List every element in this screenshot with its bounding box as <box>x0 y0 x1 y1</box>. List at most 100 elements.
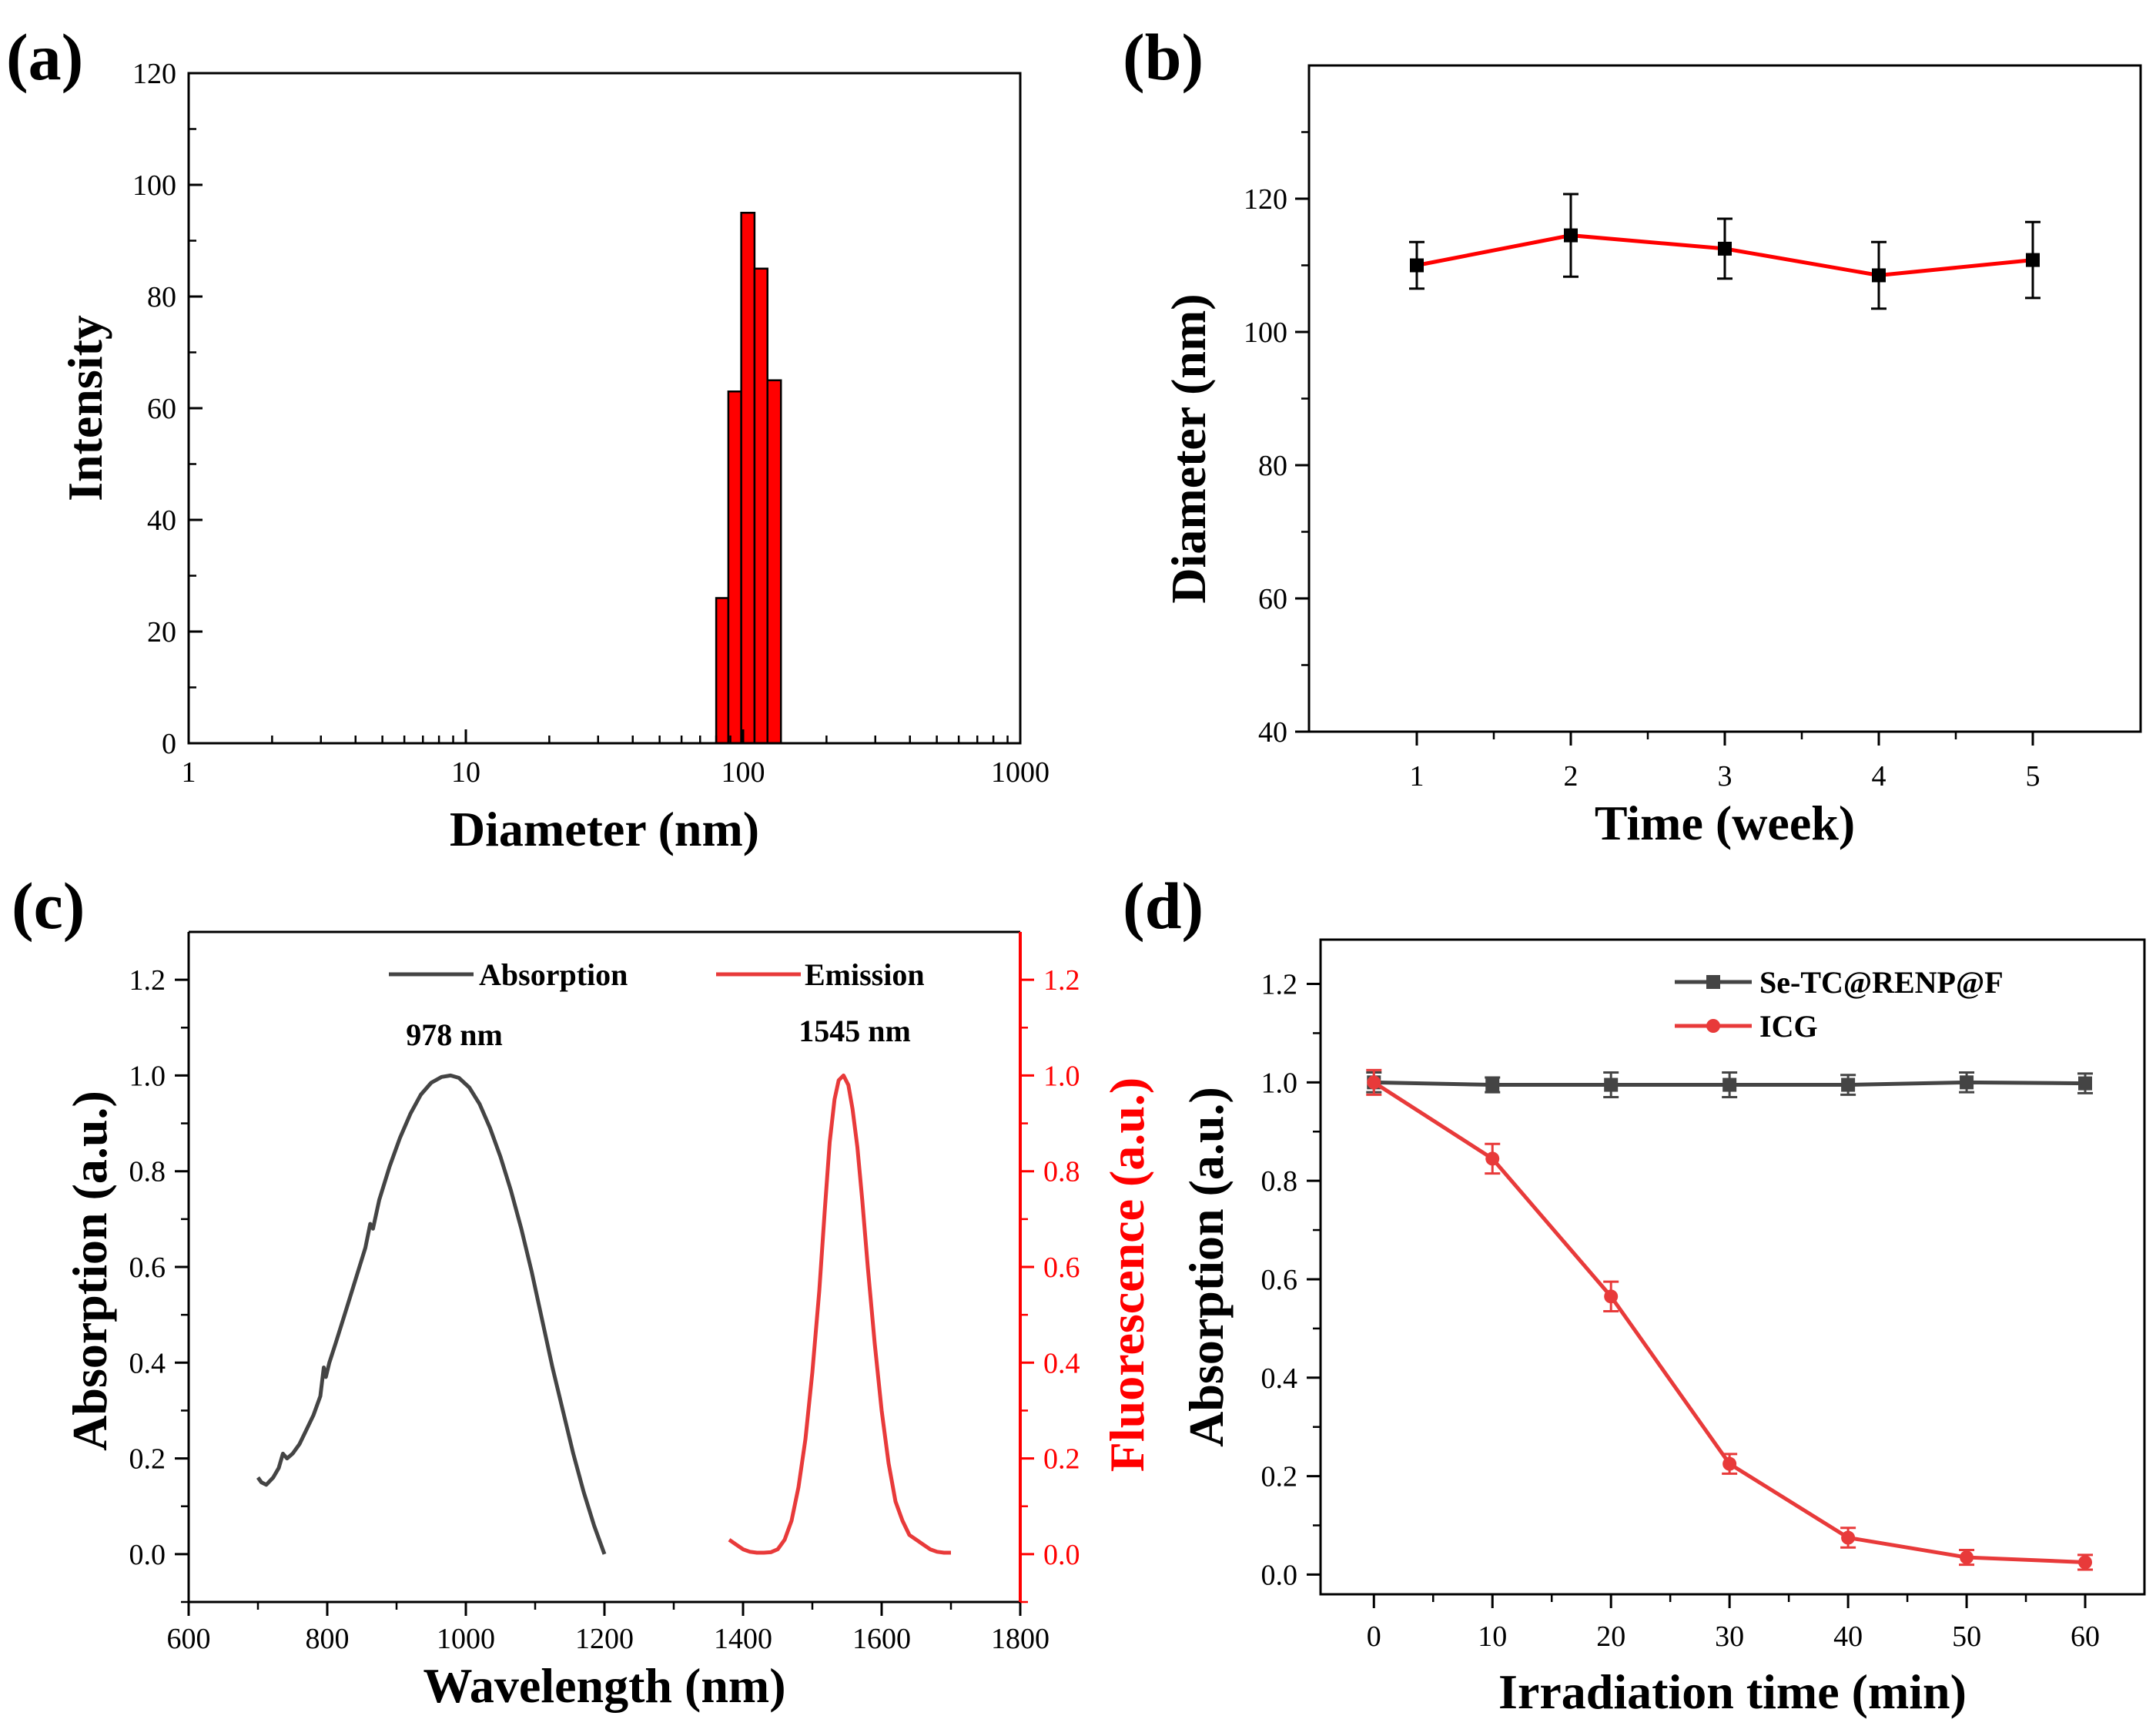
y-tick-label: 0.2 <box>1261 1461 1298 1493</box>
x-axis-title: Time (week) <box>1595 796 1855 850</box>
y-tick-label: 60 <box>147 393 176 425</box>
y-tick-label: 0.8 <box>129 1156 166 1188</box>
y-tick-label: 120 <box>132 58 176 90</box>
x-tick-label: 1000 <box>437 1623 495 1655</box>
data-point-icg <box>1722 1456 1737 1471</box>
y-axis-title: Absorption (a.u.) <box>1179 1087 1234 1447</box>
x-tick-label: 4 <box>1872 760 1886 793</box>
x-tick-label: 10 <box>451 756 480 789</box>
x-tick-label: 1600 <box>852 1623 911 1655</box>
chart-c-absorption-emission-spectra: 600 800 1000 1200 1400 1600 1800 0.0 0.0 0.2 0.2 0.… <box>62 930 1154 1713</box>
y-tick-label: 60 <box>1258 583 1287 615</box>
x-axis-title: Diameter (nm) <box>450 802 759 856</box>
y-right-tick-label: 1.2 <box>1043 964 1080 997</box>
y-tick-label: 0.0 <box>1261 1559 1298 1591</box>
data-point-se-tc-renp-f <box>2078 1076 2093 1091</box>
x-axis-title: Wavelength (nm) <box>423 1658 785 1713</box>
x-tick-label: 1 <box>1410 760 1424 793</box>
data-point-se-tc-renp-f <box>1722 1077 1737 1092</box>
x-tick-label: 1800 <box>991 1623 1050 1655</box>
x-axis-title: Irradiation time (min) <box>1498 1664 1967 1719</box>
legend-marker-se-tc-renp-f <box>1706 975 1720 989</box>
x-tick-label: 2 <box>1564 760 1578 793</box>
y-tick-label: 0.6 <box>1261 1264 1298 1296</box>
y-right-tick-label: 0.8 <box>1043 1156 1080 1188</box>
x-tick-label: 0 <box>1367 1620 1381 1653</box>
data-point-icg <box>1604 1289 1619 1304</box>
y-axis-title: Diameter (nm) <box>1161 293 1216 603</box>
y-right-tick-label: 0.6 <box>1043 1252 1080 1284</box>
panel-label-b: (b) <box>1123 20 1204 94</box>
legend-label-se-tc-renp-f: Se-TC@RENP@F <box>1759 965 2004 1000</box>
y-tick-label: 100 <box>132 169 176 202</box>
data-point-se-tc-renp-f <box>1841 1077 1856 1092</box>
x-tick-label: 100 <box>721 756 765 789</box>
x-tick-label: 3 <box>1718 760 1732 793</box>
data-point-icg <box>1841 1530 1856 1545</box>
series-line-emission <box>728 1073 951 1555</box>
y-tick-label: 0.4 <box>1261 1362 1298 1395</box>
y-axis-title: Intensity <box>58 315 112 501</box>
chart-a-intensity-histogram: 1 10 100 1000 0 20 40 60 80 100 120 Diameter (nm) In… <box>58 58 1050 856</box>
panel-label-c: (c) <box>12 869 85 943</box>
histogram-bar <box>753 267 768 745</box>
y-right-axis-title: Fluorescence (a.u.) <box>1100 1077 1154 1472</box>
y-tick-label: 0 <box>162 728 176 760</box>
data-point <box>1872 268 1886 283</box>
x-tick-label: 30 <box>1715 1620 1744 1653</box>
y-tick-label: 1.2 <box>1261 969 1298 1001</box>
panel-label-d: (d) <box>1123 869 1204 943</box>
y-tick-label: 0.2 <box>129 1443 166 1476</box>
data-point <box>1564 228 1578 243</box>
y-right-tick-label: 0.2 <box>1043 1443 1080 1476</box>
x-tick-label: 600 <box>167 1623 211 1655</box>
histogram-bar <box>727 390 742 745</box>
y-tick-label: 100 <box>1244 317 1287 349</box>
data-point-icg <box>1367 1075 1381 1090</box>
chart-d-absorption-vs-irradiation: 0 10 20 30 40 50 60 0.0 0.2 0.4 0.6 0.8 1.0 1.2 Se-TC@… <box>1179 938 2146 1719</box>
legend-label-absorption: Absorption <box>479 957 628 992</box>
data-point-se-tc-renp-f <box>1485 1077 1500 1092</box>
data-point <box>1718 241 1732 256</box>
y-right-tick-label: 0.0 <box>1043 1539 1080 1571</box>
chart-b-diameter-over-time: 1 2 3 4 5 40 60 80 100 120 Time (week) Diameter (nm… <box>1161 64 2142 850</box>
x-tick-label: 60 <box>2071 1620 2100 1653</box>
y-tick-label: 0.8 <box>1261 1165 1298 1198</box>
legend-label-emission: Emission <box>805 957 925 992</box>
y-right-tick-label: 0.4 <box>1043 1347 1080 1379</box>
y-tick-label: 0.6 <box>129 1252 166 1284</box>
data-point <box>2026 253 2040 267</box>
y-axis-title: Absorption (a.u.) <box>62 1091 117 1451</box>
x-tick-label: 40 <box>1833 1620 1863 1653</box>
plot-frame-b <box>1307 64 2142 733</box>
x-tick-label: 20 <box>1596 1620 1625 1653</box>
panel-label-a: (a) <box>6 20 83 94</box>
x-tick-label: 1200 <box>575 1623 634 1655</box>
peak-annotation-absorption: 978 nm <box>406 1017 503 1052</box>
x-tick-label: 50 <box>1952 1620 1981 1653</box>
y-tick-label: 0.4 <box>129 1347 166 1379</box>
data-point-se-tc-renp-f <box>1604 1077 1619 1092</box>
x-tick-label: 1000 <box>991 756 1050 789</box>
y-tick-label: 120 <box>1244 183 1287 216</box>
series-line-icg <box>1372 1081 2086 1564</box>
histogram-bar <box>766 379 782 745</box>
peak-annotation-emission: 1545 nm <box>798 1014 911 1048</box>
data-point-icg <box>1485 1151 1500 1166</box>
y-right-tick-label: 1.0 <box>1043 1060 1080 1092</box>
y-tick-label: 0.0 <box>129 1539 166 1571</box>
x-tick-label: 5 <box>2026 760 2040 793</box>
histogram-bar <box>740 212 756 745</box>
plot-frame-a <box>187 72 1022 745</box>
x-tick-label: 800 <box>306 1623 350 1655</box>
data-point-icg <box>1960 1550 1974 1565</box>
legend-marker-icg <box>1706 1019 1720 1033</box>
data-point-se-tc-renp-f <box>1960 1075 1974 1090</box>
x-tick-label: 10 <box>1478 1620 1507 1653</box>
x-tick-label: 1 <box>182 756 196 789</box>
y-tick-label: 40 <box>1258 716 1287 749</box>
y-tick-label: 40 <box>147 504 176 537</box>
legend-label-icg: ICG <box>1759 1009 1818 1044</box>
data-point <box>1410 258 1424 273</box>
